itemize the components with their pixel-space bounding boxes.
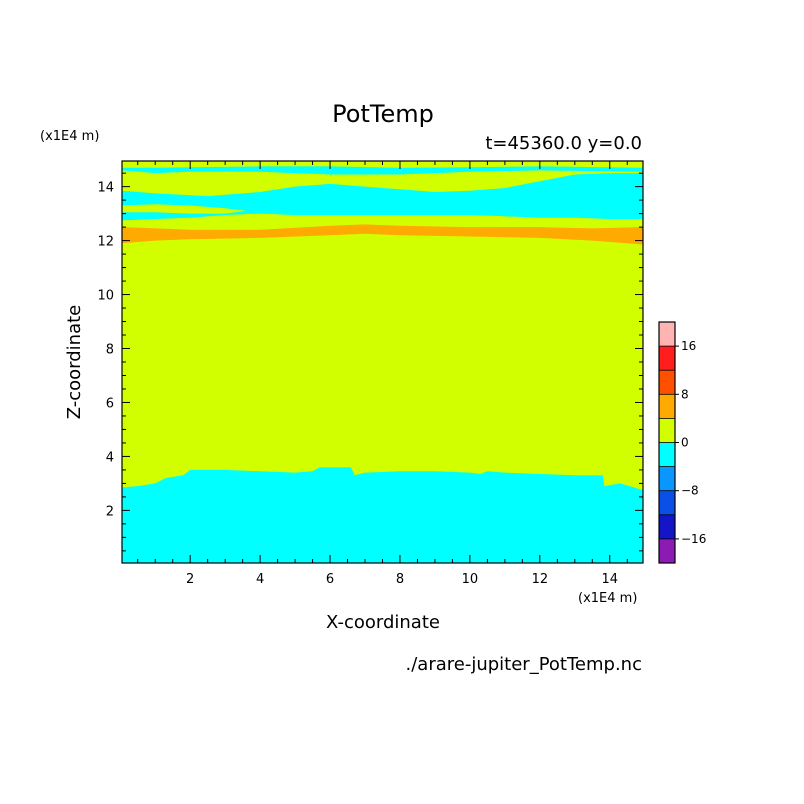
x-axis-label: X-coordinate	[326, 612, 440, 633]
chart-title: PotTemp	[332, 100, 434, 128]
axis-ticks: 2 4 6 8 10 12 14 2 4 6 8 10 12 14	[97, 161, 643, 587]
x-axis-unit: (x1E4 m)	[578, 591, 637, 606]
source-file-label: ./arare-jupiter_PotTemp.nc	[406, 654, 642, 675]
colorbar-tick-label: 8	[681, 387, 689, 401]
colorbar-tick-label: 16	[681, 339, 696, 353]
colorbar-segment	[659, 442, 675, 467]
x-tick-label: 6	[326, 572, 334, 587]
chart-subtitle: t=45360.0 y=0.0	[485, 133, 642, 154]
y-tick-label: 4	[106, 450, 114, 465]
y-tick-label: 10	[97, 289, 114, 304]
contour-region-5	[122, 166, 643, 175]
contour-region-1	[122, 467, 643, 563]
contour-region-3	[122, 173, 643, 221]
x-tick-label: 10	[462, 572, 479, 587]
y-tick-label: 6	[106, 396, 114, 411]
colorbar-tick-label: 0	[681, 436, 689, 450]
x-tick-label: 4	[256, 572, 264, 587]
y-tick-label: 8	[106, 343, 114, 358]
plot-area	[122, 161, 643, 563]
contour-region-2	[122, 224, 643, 245]
colorbar-segment	[659, 322, 675, 347]
colorbar-segment	[659, 538, 675, 563]
y-tick-label: 12	[97, 235, 114, 250]
colorbar-segment	[659, 370, 675, 395]
y-tick-label: 2	[106, 504, 114, 519]
colorbar-segment	[659, 514, 675, 539]
colorbar-tick-label: −8	[681, 484, 699, 498]
colorbar-segment	[659, 490, 675, 515]
y-axis-unit: (x1E4 m)	[40, 129, 99, 144]
y-tick-label: 14	[97, 181, 114, 196]
colorbar: −16 −8 0 8 16	[658, 321, 706, 564]
y-axis-label: Z-coordinate	[64, 305, 85, 420]
colorbar-segment	[659, 418, 675, 443]
x-tick-label: 8	[396, 572, 404, 587]
colorbar-tick-label: −16	[681, 532, 706, 546]
x-tick-label: 2	[186, 572, 194, 587]
x-tick-label: 14	[602, 572, 619, 587]
contour-region-4	[122, 204, 247, 214]
colorbar-segment	[659, 394, 675, 419]
colorbar-segment	[659, 346, 675, 371]
x-tick-label: 12	[532, 572, 549, 587]
colorbar-segment	[659, 466, 675, 491]
